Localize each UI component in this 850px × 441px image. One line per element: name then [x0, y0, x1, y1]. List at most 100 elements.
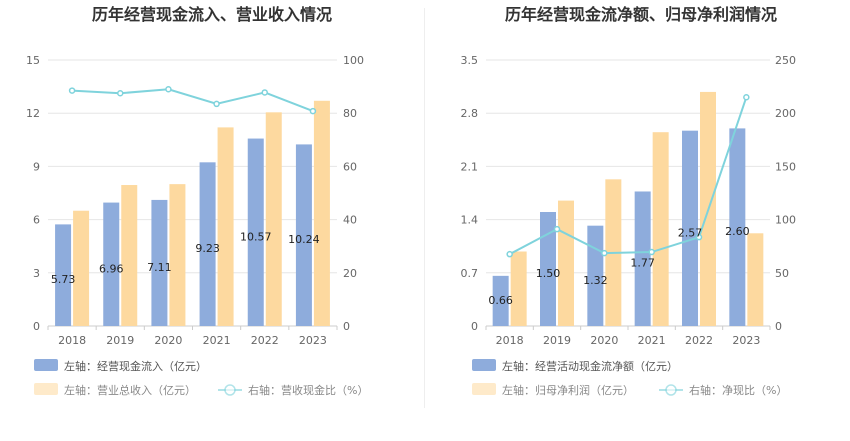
bar-primary[interactable]	[540, 212, 556, 326]
data-label: 1.50	[536, 267, 561, 280]
legend-swatch[interactable]	[472, 359, 496, 371]
x-tick-label: 2023	[299, 334, 327, 347]
line-point[interactable]	[601, 249, 608, 257]
data-label: 7.11	[147, 261, 172, 274]
bar-primary[interactable]	[492, 275, 509, 326]
x-tick-label: 2022	[685, 334, 713, 347]
y-right-tick-label: 150	[775, 160, 796, 173]
y-left-tick-label: 12	[26, 107, 40, 120]
y-right-tick-label: 20	[343, 267, 357, 280]
chart-net-cash-profit: 历年经营现金流净额、归母净利润情况 0 0.7 1.4 2.1 2.8 3.5 0 50 100…	[461, 5, 797, 397]
bar-secondary[interactable]	[652, 132, 669, 326]
y-left-tick-label: 0.7	[461, 267, 479, 280]
line-point[interactable]	[68, 87, 76, 94]
legend-line-marker	[665, 384, 677, 396]
bar-secondary[interactable]	[747, 233, 764, 326]
series-line	[72, 88, 314, 113]
bar-primary[interactable]	[151, 199, 168, 326]
bar-primary[interactable]	[682, 130, 698, 326]
legend-label: 左轴：营业总收入（亿元）	[64, 383, 196, 397]
y-left-tick-label: 9	[33, 160, 40, 173]
bar-secondary[interactable]	[510, 251, 527, 326]
legend-label: 右轴：净现比（%）	[689, 383, 787, 397]
x-tick-label: 2018	[58, 334, 86, 347]
legend-label: 左轴：经营现金流入（亿元）	[64, 359, 207, 373]
x-tick-label: 2020	[590, 334, 618, 347]
line-point[interactable]	[117, 90, 124, 97]
data-label: 1.77	[630, 257, 655, 270]
chart-panel-cash-inflow: 历年经营现金流入、营业收入情况 0 3 6 9 12 15 0 20 40 60 80 100 2018…	[0, 0, 425, 437]
line-point[interactable]	[553, 225, 561, 233]
bar-secondary[interactable]	[265, 112, 282, 327]
bar-secondary[interactable]	[121, 185, 138, 326]
data-label: 0.66	[488, 294, 513, 307]
x-tick-label: 2019	[106, 334, 134, 347]
y-left-tick-label: 3	[33, 267, 40, 280]
bar-secondary[interactable]	[169, 184, 186, 326]
y-right-tick-label: 0	[343, 320, 350, 333]
line-point[interactable]	[506, 250, 513, 258]
bar-secondary[interactable]	[558, 200, 574, 326]
y-right-tick-label: 100	[343, 54, 364, 67]
bar-primary[interactable]	[103, 202, 120, 326]
data-label: 2.57	[678, 226, 703, 239]
y-left-tick-label: 6	[33, 214, 40, 227]
bar-primary[interactable]	[55, 224, 72, 326]
legend-line-marker	[224, 384, 236, 396]
line-point[interactable]	[309, 107, 317, 115]
panel-divider	[424, 8, 425, 408]
chart-cash-inflow-revenue: 历年经营现金流入、营业收入情况 0 3 6 9 12 15 0 20 40 60 80 100 2018…	[26, 5, 368, 397]
y-right-tick-label: 200	[775, 107, 796, 120]
series-line	[509, 96, 748, 256]
x-tick-label: 2021	[203, 334, 231, 347]
line-point[interactable]	[213, 100, 220, 108]
x-tick-label: 2022	[251, 334, 279, 347]
legend-swatch[interactable]	[472, 383, 496, 395]
legend-label: 右轴：营收现金比（%）	[248, 383, 368, 397]
y-left-tick-label: 2.8	[461, 107, 479, 120]
bar-primary[interactable]	[295, 144, 312, 326]
line-point[interactable]	[648, 248, 655, 256]
data-label: 2.60	[725, 225, 750, 238]
y-right-tick-label: 100	[775, 214, 796, 227]
data-label: 6.96	[99, 262, 124, 275]
y-right-tick-label: 80	[343, 107, 357, 120]
y-left-tick-label: 15	[26, 54, 40, 67]
data-label: 9.23	[195, 242, 220, 255]
y-left-tick-label: 0	[471, 320, 478, 333]
data-label: 10.57	[240, 230, 272, 243]
legend-label: 左轴：经营活动现金流净额（亿元）	[502, 359, 678, 373]
bar-primary[interactable]	[247, 138, 264, 326]
x-tick-label: 2020	[154, 334, 182, 347]
legend-swatch[interactable]	[34, 359, 58, 371]
bar-primary[interactable]	[729, 128, 746, 326]
chart-panel-net-cash: 历年经营现金流净额、归母净利润情况 0 0.7 1.4 2.1 2.8 3.5 0 50 100…	[425, 0, 850, 437]
y-right-tick-label: 0	[775, 320, 782, 333]
bar-secondary[interactable]	[217, 127, 234, 327]
line-point[interactable]	[695, 233, 703, 241]
line-point[interactable]	[743, 93, 750, 101]
y-left-tick-label: 0	[33, 320, 40, 333]
bar-primary[interactable]	[199, 162, 216, 326]
x-tick-label: 2019	[543, 334, 571, 347]
y-right-tick-label: 40	[343, 214, 357, 227]
bar-secondary[interactable]	[73, 210, 90, 326]
x-tick-label: 2018	[496, 334, 524, 347]
line-point[interactable]	[165, 86, 172, 93]
y-right-tick-label: 60	[343, 160, 357, 173]
data-label: 10.24	[288, 233, 320, 246]
bar-primary[interactable]	[634, 191, 651, 326]
x-tick-label: 2023	[732, 334, 760, 347]
data-label: 5.73	[51, 273, 76, 286]
y-left-tick-label: 2.1	[461, 160, 479, 173]
y-left-tick-label: 3.5	[461, 54, 479, 67]
bar-secondary[interactable]	[313, 100, 330, 326]
chart-title: 历年经营现金流净额、归母净利润情况	[505, 5, 777, 24]
y-left-tick-label: 1.4	[461, 214, 479, 227]
legend-swatch[interactable]	[34, 383, 58, 395]
y-right-tick-label: 250	[775, 54, 796, 67]
line-point[interactable]	[261, 89, 268, 96]
legend-label: 左轴：归母净利润（亿元）	[502, 383, 634, 397]
chart-title: 历年经营现金流入、营业收入情况	[92, 5, 332, 24]
data-label: 1.32	[583, 274, 608, 287]
